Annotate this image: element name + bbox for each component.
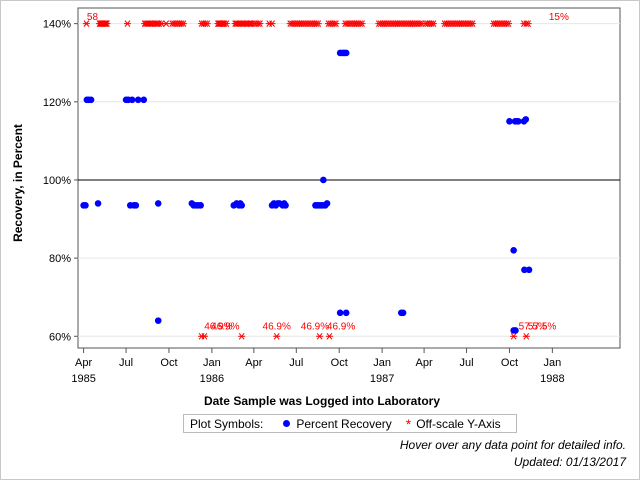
off-scale-high-marker (256, 20, 264, 27)
off-scale-high-marker (358, 20, 366, 27)
off-scale-high-marker (268, 20, 276, 27)
recovery-point (82, 202, 89, 209)
x-tick-label: Apr (416, 357, 433, 369)
recovery-point (154, 200, 162, 207)
plot-area (77, 7, 621, 349)
recovery-point (320, 176, 327, 184)
off-scale-high-marker (469, 20, 477, 27)
x-tick-year: 1986 (200, 373, 224, 385)
recovery-point (522, 116, 530, 123)
recovery-point (140, 96, 148, 104)
y-tick-label: 140% (43, 19, 71, 31)
recovery-point (342, 309, 350, 317)
recovery-point (512, 327, 519, 334)
off-scale-value-label: 46.9% (327, 322, 355, 333)
recovery-point (342, 49, 350, 57)
recovery-point (197, 202, 204, 209)
legend-circle-icon (283, 420, 291, 427)
x-tick-label: Jul (289, 357, 303, 369)
recovery-point (132, 202, 140, 209)
recovery-point (128, 96, 136, 104)
y-axis-label: Recovery, in Percent (11, 124, 25, 242)
recovery-point (282, 202, 289, 209)
recovery-point (87, 96, 95, 104)
off-scale-high-marker (505, 20, 513, 27)
x-tick-year: 1988 (540, 373, 564, 385)
hover-note: Hover over any data point for detailed i… (399, 438, 626, 452)
off-scale-high-marker (203, 20, 211, 27)
x-axis-label: Date Sample was Logged into Laboratory (204, 394, 440, 408)
off-scale-high-marker (332, 20, 340, 27)
off-scale-high-marker (179, 20, 187, 27)
off-scale-high-marker (429, 20, 437, 27)
off-scale-value-label: 46.9% (263, 322, 291, 333)
off-scale-high-marker (314, 20, 322, 27)
x-tick-label: Jul (119, 357, 133, 369)
y-axis: 60% 80% 100% 120% 140% (43, 19, 78, 343)
off-scale-low-marker (238, 332, 246, 340)
off-scale-high-marker (82, 20, 90, 27)
y-tick-label: 120% (43, 97, 71, 109)
recovery-point (134, 96, 142, 104)
legend: Plot Symbols: Percent Recovery * Off-sca… (183, 414, 517, 433)
recovery-point (154, 317, 162, 324)
x-tick-label: Oct (501, 357, 518, 369)
x-tick-label: Apr (245, 357, 262, 369)
recovery-point (336, 309, 344, 317)
recovery-point (238, 202, 246, 209)
recovery-point (399, 309, 407, 317)
x-tick-label: Jan (543, 357, 561, 369)
recovery-points (80, 49, 533, 334)
off-scale-high-marker (162, 20, 170, 27)
x-axis: Apr 1985 Jul Oct Jan 1986 Apr Jul Oct Jan 1987 Apr J… (71, 348, 565, 385)
legend-asterisk-icon: * (405, 415, 412, 432)
recovery-point (521, 266, 528, 274)
recovery-point (510, 246, 517, 254)
updated-note: Updated: 01/13/2017 (513, 455, 626, 469)
y-tick-label: 80% (49, 253, 71, 265)
x-tick-label: Jan (203, 357, 221, 369)
legend-title: Plot Symbols: (190, 416, 264, 431)
recovery-point (525, 266, 533, 274)
off-scale-value-label: 58 (87, 12, 99, 23)
off-scale-high-marker (222, 20, 230, 27)
recovery-point (94, 200, 102, 207)
off-scale-value-label: 46.9% (301, 322, 329, 333)
off-scale-low-marker (325, 332, 333, 340)
x-tick-year: 1987 (370, 373, 394, 385)
x-tick-label: Jan (373, 357, 391, 369)
off-scale-low-marker (510, 332, 518, 340)
recovery-point (323, 200, 331, 207)
y-tick-label: 100% (43, 175, 71, 187)
off-scale-markers (82, 20, 532, 340)
off-scale-value-label: 15% (549, 12, 569, 23)
grid (77, 7, 621, 349)
off-scale-high-marker (123, 20, 131, 27)
y-tick-label: 60% (49, 331, 71, 343)
off-scale-low-marker (273, 332, 281, 340)
off-scale-low-marker (200, 332, 208, 340)
off-scale-value-label: 46.9% (211, 322, 239, 333)
x-tick-label: Oct (160, 357, 177, 369)
off-scale-value-label: 46.9% (204, 322, 232, 333)
x-tick-year: 1985 (71, 373, 95, 385)
off-scale-high-marker (524, 20, 532, 27)
off-scale-value-label: 57.5% (519, 322, 547, 333)
legend-percent-recovery-label: Percent Recovery (296, 416, 392, 431)
off-scale-value-label: 57.5% (528, 322, 556, 333)
x-tick-label: Oct (331, 357, 348, 369)
x-tick-label: Apr (75, 357, 92, 369)
x-tick-label: Jul (460, 357, 474, 369)
off-scale-low-marker (316, 332, 324, 340)
legend-off-scale-label: Off-scale Y-Axis (416, 416, 501, 431)
recovery-point (515, 118, 522, 125)
off-scale-high-marker (103, 20, 111, 27)
off-scale-low-marker (522, 332, 530, 340)
recovery-point (506, 118, 513, 125)
